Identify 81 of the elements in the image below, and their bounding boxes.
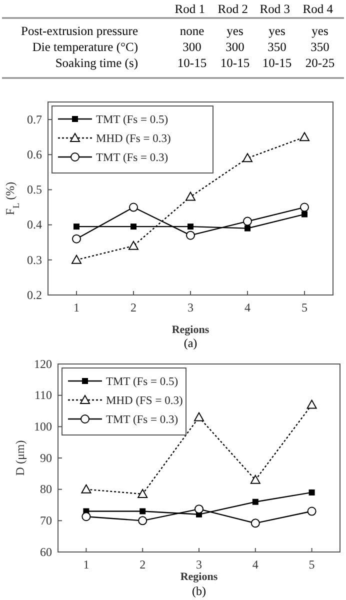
x-axis-title: Regions [180,571,218,583]
x-tick-label: 4 [252,558,258,572]
point [243,216,252,226]
x-tick-label: 5 [302,300,308,315]
category-label: Post-extrusion pressure [21,24,138,38]
text: yes [268,24,286,38]
point [250,518,260,528]
x-tick-label: 1 [74,300,80,315]
text: 350 [268,40,286,54]
text: (a) [184,336,198,350]
y-axis-title: D (μm) [13,440,27,476]
x-tick-label: 4 [244,300,250,315]
point [130,224,136,230]
y-tick-label: 0.6 [27,147,42,162]
point [74,224,80,230]
point [128,240,138,250]
text: 20-25 [305,56,335,70]
point [188,224,194,230]
text: 300 [226,40,244,54]
legend-label: TMT (Fs = 0.3) [106,414,178,426]
category-label: Rod 4 [302,2,334,16]
point [129,202,138,212]
point [242,153,252,162]
point [244,225,250,232]
text: 350 [310,40,330,54]
text: 10-15 [262,56,292,70]
point [194,504,204,514]
text: yes [312,24,328,38]
legend-label: TMT (Fs = 0.5) [106,376,178,388]
x-axis-title: Regions [172,324,210,336]
point [306,400,317,409]
y-tick-label: 120 [34,356,52,371]
y-tick-label: 0.3 [27,252,42,267]
category-label: Soaking time (s) [55,56,138,70]
text: 10-15 [177,56,207,70]
point [138,516,148,526]
category-label: Die temperature (°C) [32,40,138,54]
category-label: Rod 2 [218,2,248,16]
legend-label: MHD (FS = 0.3) [106,395,183,407]
text: 10-15 [220,56,250,70]
y-tick-label: 0.5 [27,182,42,197]
x-tick-label: 1 [83,558,90,572]
y-tick-label: 0.7 [27,112,42,126]
y-tick-label: 100 [34,420,52,434]
point [72,254,82,264]
x-tick-label: 3 [196,558,202,572]
text: yes [226,24,244,38]
y-tick-label: 70 [40,514,52,528]
point [186,192,196,201]
point [300,132,310,142]
y-tick-label: 0.2 [27,288,42,302]
x-tick-label: 2 [130,300,136,315]
x-tick-label: 3 [188,300,194,315]
x-tick-label: 5 [308,558,315,572]
point [81,484,92,494]
point [186,230,195,240]
point [252,498,258,505]
y-tick-label: 90 [40,450,52,465]
legend-label: TMT (Fs = 0.5) [96,114,168,126]
point [250,474,260,484]
y-tick-label: 110 [34,388,52,402]
point [194,412,204,422]
y-tick-label: 80 [40,482,52,496]
category-label: Rod 3 [260,2,290,16]
text: none [180,24,204,38]
point [72,234,81,244]
text: 300 [182,40,202,54]
point [300,202,309,212]
point [140,508,146,514]
y-tick-label: 0.4 [27,218,42,232]
point [302,211,308,218]
point [307,506,316,516]
x-tick-label: 2 [140,558,146,572]
point [82,512,91,522]
point [308,489,315,496]
y-tick-label: 60 [40,544,52,559]
category-label: Rod 1 [174,2,205,16]
text: (b) [192,584,206,598]
legend-label: MHD (Fs = 0.3) [96,133,172,145]
legend-label: TMT (Fs = 0.3) [96,152,168,164]
point [138,489,148,498]
